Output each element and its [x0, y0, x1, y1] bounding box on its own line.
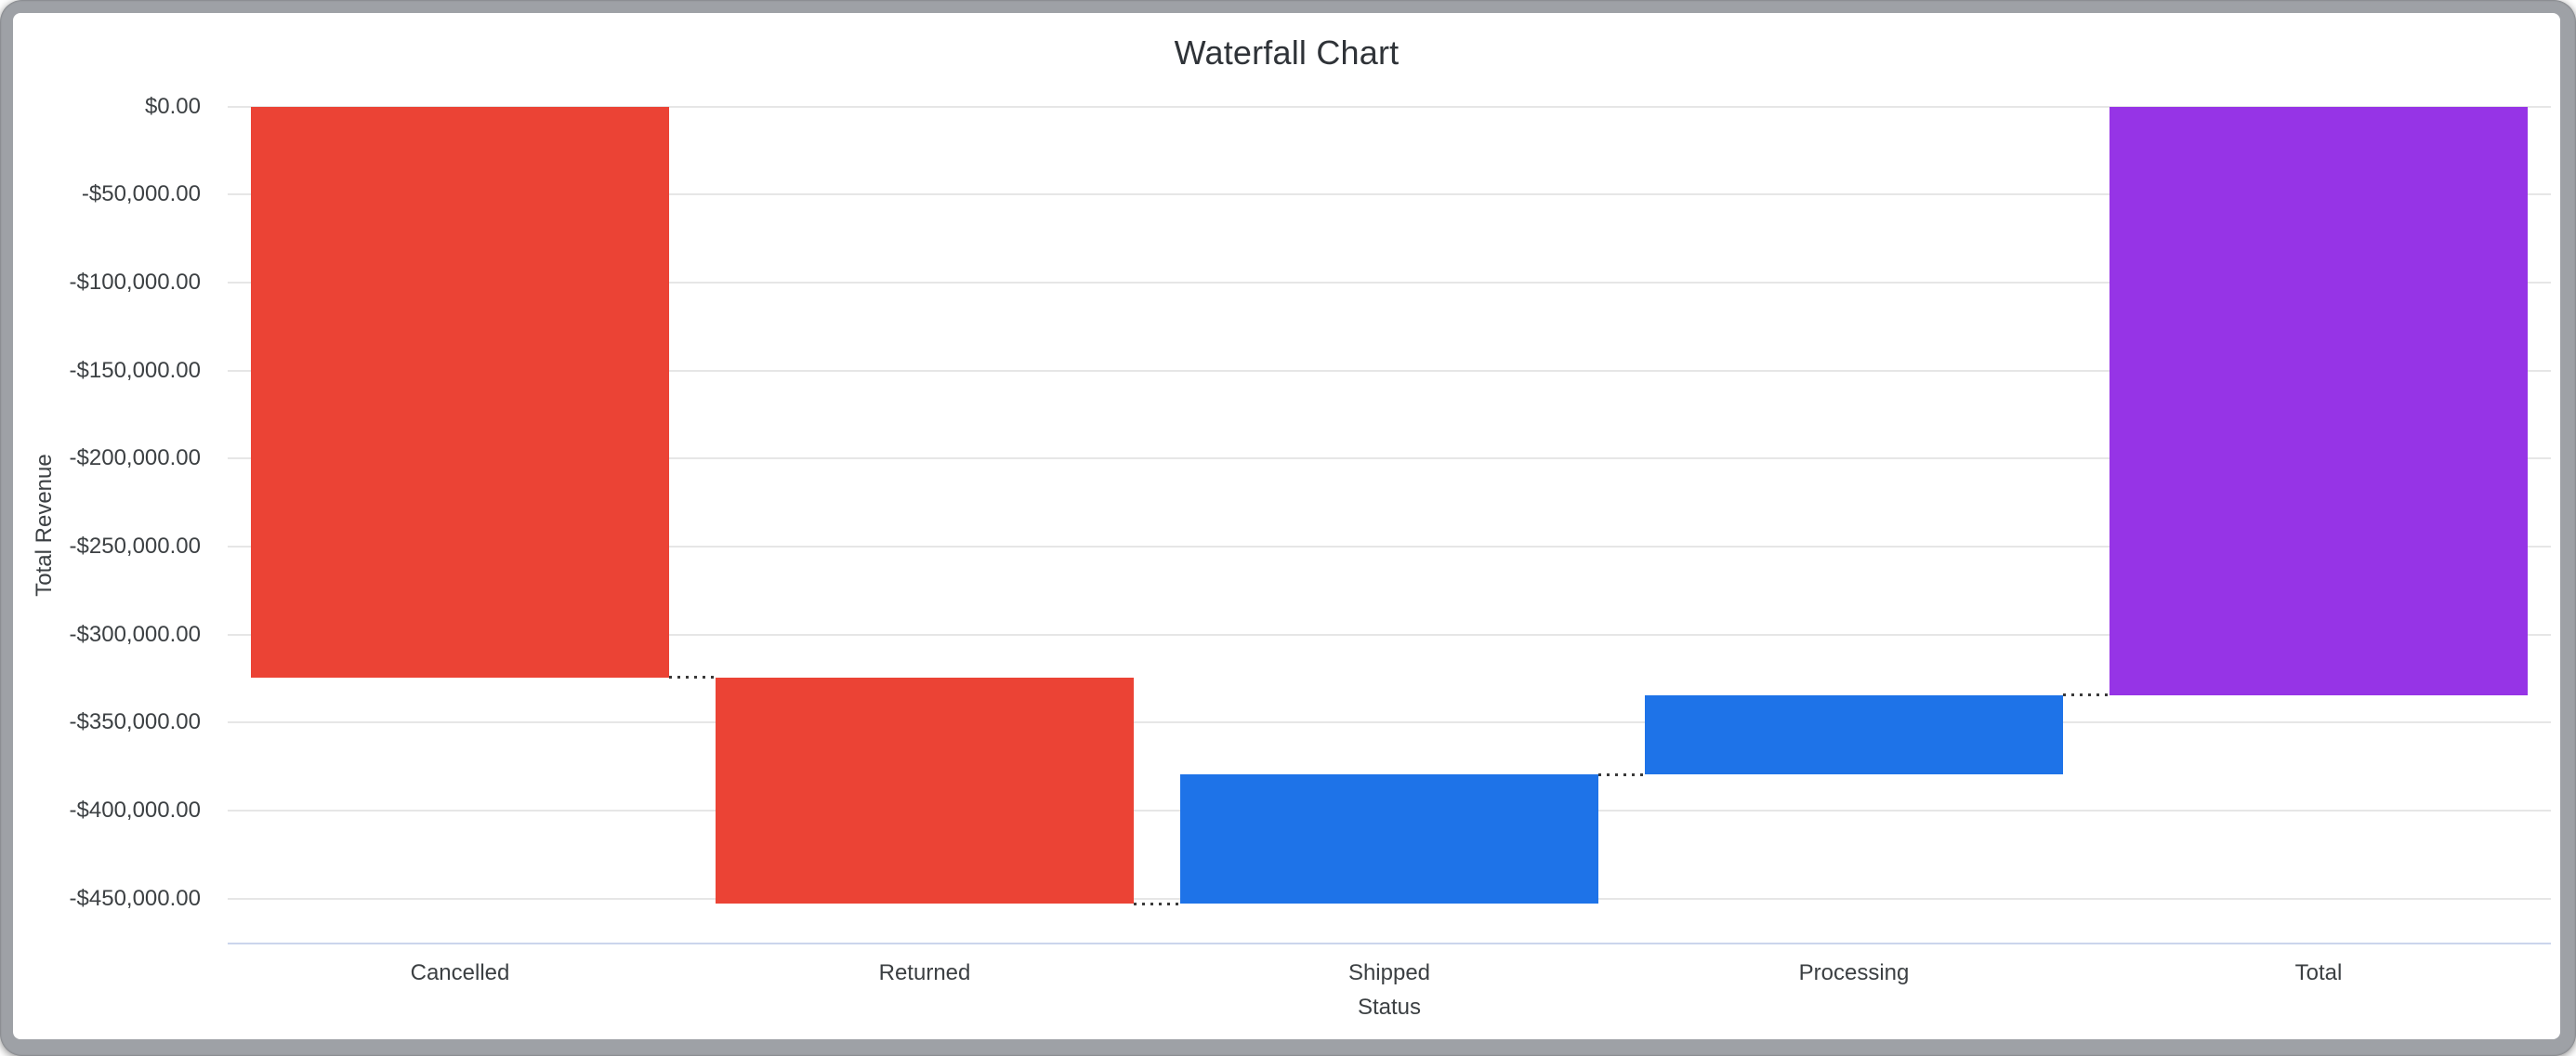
x-category-label: Processing [1798, 960, 1910, 985]
y-tick-label: -$50,000.00 [81, 181, 201, 207]
y-tick-label: -$350,000.00 [69, 709, 201, 735]
bar-cancelled[interactable] [251, 106, 669, 678]
x-category-label: Returned [878, 960, 971, 985]
y-tick-label: -$100,000.00 [69, 269, 201, 295]
y-axis-title: Total Revenue [32, 454, 57, 597]
gridline [228, 457, 2551, 460]
connector-line [669, 676, 716, 680]
connector-line [1598, 772, 1645, 776]
y-tick-label: -$450,000.00 [69, 885, 201, 911]
y-tick-label: -$200,000.00 [69, 445, 201, 471]
y-tick-label: $0.00 [144, 93, 201, 119]
gridline [228, 721, 2551, 724]
gridline [228, 633, 2551, 636]
chart-title: Waterfall Chart [1174, 33, 1400, 72]
x-category-label: Total [2294, 960, 2343, 985]
gridline [228, 193, 2551, 196]
bar-total[interactable] [2109, 106, 2528, 695]
bar-returned[interactable] [716, 677, 1134, 904]
y-tick-label: -$300,000.00 [69, 621, 201, 647]
y-tick-label: -$150,000.00 [69, 357, 201, 383]
y-tick-label: -$400,000.00 [69, 797, 201, 823]
bar-shipped[interactable] [1180, 774, 1598, 904]
bar-processing[interactable] [1645, 694, 2063, 775]
x-axis-title: Status [1357, 995, 1422, 1020]
x-category-label: Shipped [1347, 960, 1431, 985]
gridline [228, 369, 2551, 372]
y-tick-label: -$250,000.00 [69, 533, 201, 559]
connector-line [2063, 693, 2109, 697]
x-category-label: Cancelled [410, 960, 510, 985]
gridline [228, 281, 2551, 284]
x-axis-line [228, 943, 2551, 944]
gridline [228, 545, 2551, 548]
gridline [228, 105, 2551, 108]
connector-line [1134, 902, 1180, 905]
